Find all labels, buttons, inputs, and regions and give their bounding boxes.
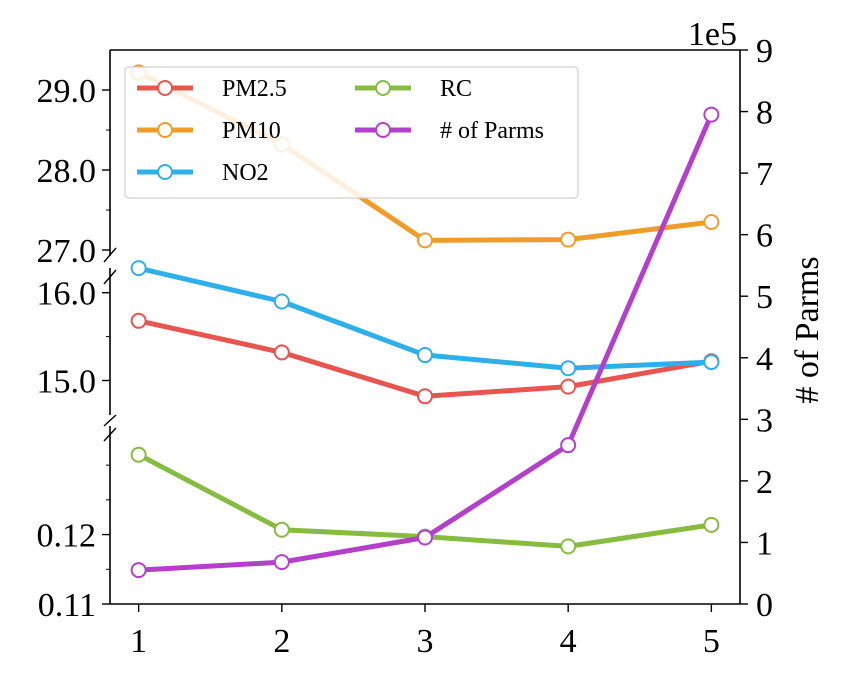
- legend-swatch-marker: [375, 80, 391, 96]
- right-tick-label: 3: [756, 402, 773, 439]
- data-point-pm10: [417, 232, 433, 249]
- legend-label: NO2: [222, 160, 269, 186]
- left-tick-label: 0.11: [38, 587, 96, 624]
- legend-box: [124, 66, 579, 199]
- right-tick-label: 8: [756, 95, 773, 132]
- legend-swatch-marker: [157, 80, 173, 96]
- data-point-of-parms: [130, 562, 147, 579]
- right-tick-label: 7: [756, 156, 773, 193]
- x-tick-label: 2: [273, 623, 290, 660]
- data-point-pm10: [560, 231, 577, 248]
- left-tick-label: 27.0: [37, 233, 97, 270]
- right-tick-label: 2: [756, 464, 773, 501]
- legend-swatch-marker: [157, 164, 173, 180]
- left-tick-label: 15.0: [37, 364, 97, 401]
- x-tick-label: 3: [417, 623, 434, 660]
- x-tick-label: 4: [560, 623, 577, 660]
- data-point-no2: [703, 354, 720, 371]
- data-point-pm10: [703, 214, 720, 230]
- right-tick-label: 4: [756, 341, 773, 378]
- data-point-of-parms: [560, 437, 577, 454]
- data-point-of-parms: [417, 529, 433, 546]
- data-point-no2: [130, 260, 147, 277]
- right-tick-label: 9: [756, 33, 773, 70]
- left-y-axis: 27.0 28.0 29.0 15.0 16.0 0.11 0.12: [37, 73, 110, 624]
- axis-break-mark: [103, 414, 117, 427]
- right-tick-label: 6: [756, 218, 773, 255]
- legend: PM2.5 PM10 NO2 RC # of Parms: [124, 66, 579, 199]
- x-tick-label: 5: [703, 623, 720, 660]
- right-axis-title: # of Parms: [789, 256, 826, 403]
- plot-frame: [103, 49, 741, 605]
- data-point-of-parms: [703, 106, 720, 123]
- left-tick-label: 28.0: [37, 153, 97, 190]
- left-tick-label: 0.12: [37, 518, 97, 555]
- data-point-no2: [273, 293, 290, 310]
- axis-break-mark: [103, 247, 117, 263]
- data-point-pm2-5: [130, 312, 147, 329]
- legend-label: PM10: [222, 118, 281, 144]
- data-point-pm2-5: [273, 344, 290, 361]
- left-tick-label: 16.0: [37, 276, 97, 313]
- data-point-rc: [560, 538, 577, 555]
- legend-label: # of Parms: [440, 118, 544, 144]
- data-point-no2: [560, 360, 577, 377]
- right-tick-label: 5: [756, 279, 773, 316]
- right-tick-label: 1: [756, 525, 773, 562]
- right-tick-label: 0: [756, 587, 773, 624]
- legend-swatch-marker: [157, 122, 173, 138]
- legend-label: RC: [440, 76, 472, 102]
- data-point-of-parms: [273, 554, 290, 571]
- axis-break-mark: [103, 269, 117, 285]
- left-tick-label: 29.0: [37, 73, 97, 110]
- data-point-pm2-5: [560, 378, 577, 395]
- right-axis-multiplier: 1e5: [688, 16, 737, 53]
- x-axis: 1 2 3 4 5: [130, 604, 720, 660]
- x-tick-label: 1: [130, 623, 147, 660]
- data-point-no2: [417, 347, 433, 364]
- data-point-rc: [703, 516, 720, 533]
- legend-label: PM2.5: [222, 76, 287, 102]
- data-point-rc: [273, 521, 290, 538]
- legend-swatch-marker: [375, 122, 391, 138]
- right-y-axis: 1e5 # of Parms 0 1 2 3 4 5 6 7 8 9: [688, 16, 826, 624]
- data-point-rc: [130, 446, 147, 463]
- axis-break-mark: [103, 427, 117, 442]
- data-point-pm2-5: [417, 388, 433, 405]
